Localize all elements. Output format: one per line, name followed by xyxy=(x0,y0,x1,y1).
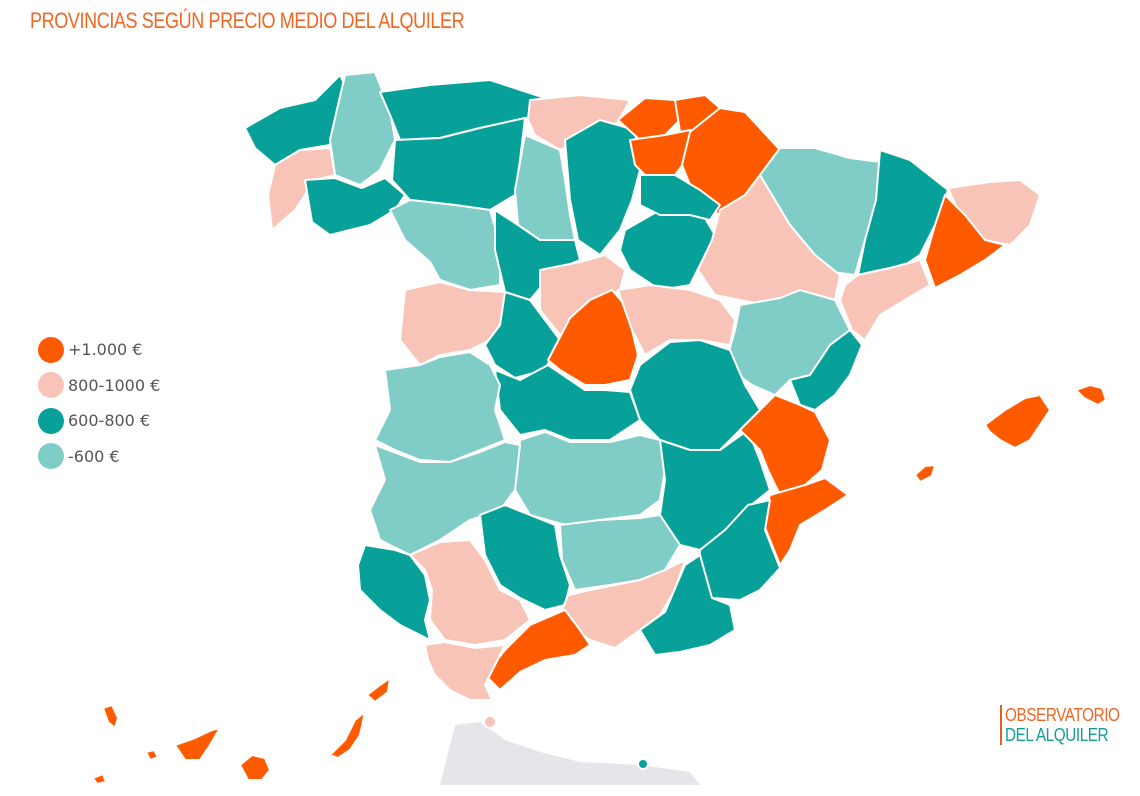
province-la-rioja xyxy=(639,174,721,221)
map-title: PROVINCIAS SEGÚN PRECIO MEDIO DEL ALQUIL… xyxy=(30,8,465,33)
province-soria xyxy=(619,209,716,291)
legend-item-upper-mid: 800-1000 € xyxy=(38,368,160,404)
legend-label-low: -600 € xyxy=(68,446,120,466)
legend-swatch-upper-mid xyxy=(38,372,64,399)
island-lanzarote xyxy=(366,677,391,703)
island-menorca xyxy=(1075,384,1107,406)
province-almeria xyxy=(639,554,736,656)
island-gran-canaria xyxy=(239,754,271,781)
legend-label-high: +1.000 € xyxy=(68,340,143,360)
legend: +1.000 € 800-1000 € 600-800 € -600 € xyxy=(38,332,160,474)
island-ibiza xyxy=(914,464,936,483)
province-tarragona xyxy=(839,259,931,341)
island-la-palma xyxy=(102,704,119,729)
island-fuerteventura xyxy=(329,711,366,759)
island-el-hierro xyxy=(92,773,107,785)
legend-swatch-low xyxy=(38,443,64,470)
city-melilla xyxy=(637,758,649,770)
legend-item-high: +1.000 € xyxy=(38,332,160,368)
province-ourense xyxy=(304,177,406,236)
legend-item-mid: 600-800 € xyxy=(38,403,160,439)
province-caceres xyxy=(374,351,506,463)
province-cadiz xyxy=(424,641,506,701)
province-sevilla xyxy=(409,539,531,646)
legend-swatch-high xyxy=(38,336,64,363)
island-la-gomera xyxy=(145,749,159,761)
province-ciudad-real xyxy=(514,431,666,526)
brand-line-top: OBSERVATORIO xyxy=(1005,705,1120,725)
province-valencia xyxy=(739,394,831,496)
province-madrid xyxy=(547,289,639,386)
province-toledo xyxy=(494,364,641,441)
legend-item-low: -600 € xyxy=(38,439,160,475)
north-africa-land xyxy=(440,722,700,785)
legend-label-mid: 600-800 € xyxy=(68,411,151,431)
province-burgos xyxy=(564,119,641,256)
province-alicante xyxy=(761,477,849,566)
province-huelva xyxy=(357,544,431,641)
province-malaga xyxy=(484,609,591,691)
city-ceuta xyxy=(483,715,497,729)
province-barcelona xyxy=(924,194,1006,289)
province-guadalajara xyxy=(617,284,736,356)
brand-logo: OBSERVATORIO DEL ALQUILER xyxy=(1000,705,1140,745)
island-tenerife xyxy=(174,727,221,761)
island-mallorca xyxy=(984,394,1051,449)
brand-line-bottom: DEL ALQUILER xyxy=(1005,725,1109,745)
legend-label-upper-mid: 800-1000 € xyxy=(68,375,161,395)
legend-swatch-mid xyxy=(38,407,64,434)
province-zamora xyxy=(389,199,501,291)
